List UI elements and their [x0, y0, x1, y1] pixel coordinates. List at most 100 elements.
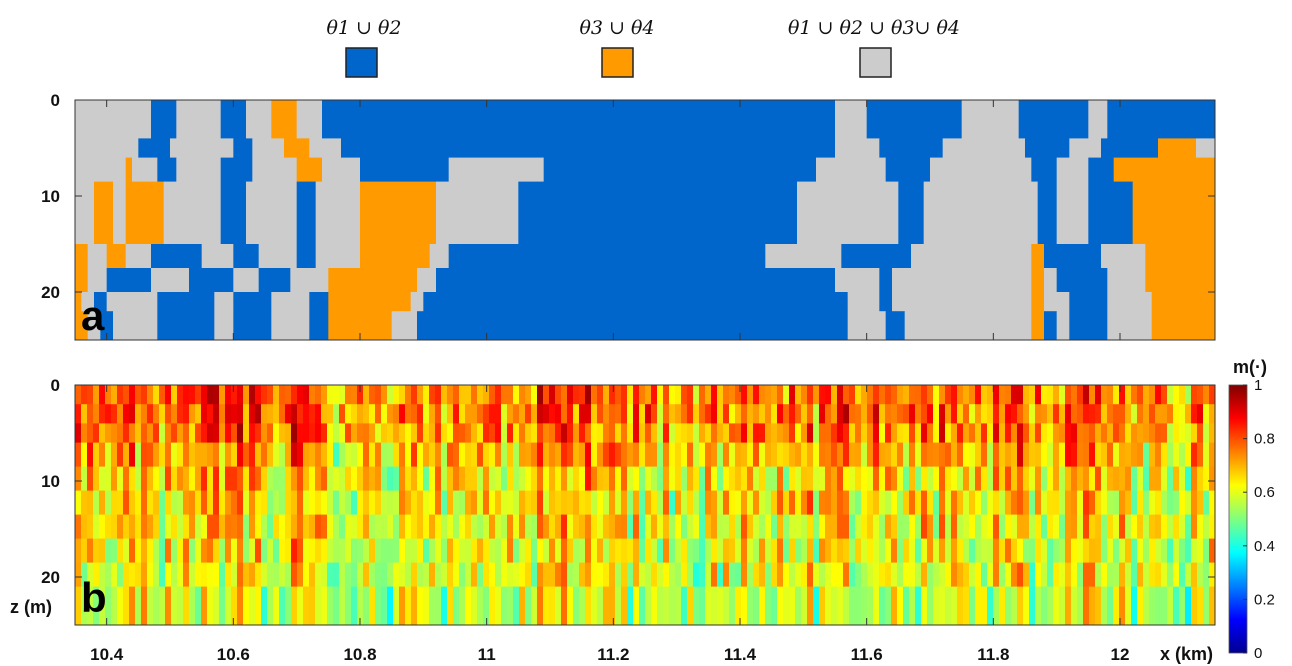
- panel-b-cell: [375, 514, 382, 540]
- panel-b-cell: [297, 514, 304, 540]
- panel-b-cell: [87, 562, 94, 588]
- panel-b-cell: [705, 466, 712, 492]
- panel-b-cell: [645, 586, 652, 626]
- panel-b-cell: [435, 385, 442, 405]
- panel-b-cell: [237, 514, 244, 540]
- panel-b-cell: [921, 538, 928, 564]
- panel-b-cell: [267, 466, 274, 492]
- panel-b-cell: [927, 514, 934, 540]
- panel-b-cell: [459, 466, 466, 492]
- panel-b-cell: [201, 490, 208, 516]
- panel-b-cell: [555, 423, 562, 444]
- panel-b-cell: [831, 514, 838, 540]
- panel-b-cell: [357, 404, 364, 424]
- panel-b-cell: [201, 466, 208, 492]
- panel-b-cell: [1209, 466, 1216, 492]
- panel-b-cell: [525, 404, 532, 424]
- panel-b-cell: [951, 404, 958, 424]
- panel-b-cell: [999, 490, 1006, 516]
- panel-b-cell: [711, 385, 718, 405]
- panel-b-cell: [1143, 538, 1150, 564]
- panel-b-cell: [609, 385, 616, 405]
- panel-b-cell: [135, 385, 142, 405]
- panel-b-cell: [417, 404, 424, 424]
- panel-b-cell: [681, 514, 688, 540]
- panel-b-cell: [189, 586, 196, 626]
- panel-b-cell: [1203, 442, 1210, 468]
- panel-b-cell: [909, 586, 916, 626]
- panel-b-cell: [813, 466, 820, 492]
- panel-b-cell: [447, 586, 454, 626]
- panel-b-cell: [1053, 538, 1060, 564]
- panel-b-cell: [621, 538, 628, 564]
- panel-b-cell: [1035, 562, 1042, 588]
- panel-b-cell: [873, 490, 880, 516]
- panel-b-cell: [273, 385, 280, 405]
- panel-a-cell: [87, 268, 108, 293]
- panel-b-cell: [327, 385, 334, 405]
- panel-b-cell: [93, 385, 100, 405]
- panel-b-cell: [897, 586, 904, 626]
- panel-b-cell: [183, 404, 190, 424]
- panel-b-cell: [699, 514, 706, 540]
- panel-b-cell: [549, 423, 556, 444]
- panel-a-cell: [1145, 244, 1216, 269]
- panel-a-cell: [328, 292, 412, 312]
- panel-b-cell: [105, 442, 112, 468]
- panel-b-cell: [387, 586, 394, 626]
- panel-b-cell: [897, 385, 904, 405]
- panel-b-cell: [411, 385, 418, 405]
- x-tick-label: 11.8: [977, 645, 1009, 664]
- panel-b-cell: [579, 538, 586, 564]
- panel-b-cell: [819, 514, 826, 540]
- panel-b-cell: [615, 423, 622, 444]
- panel-b-cell: [1071, 562, 1078, 588]
- panel-b-cell: [867, 404, 874, 424]
- panel-b-cell: [819, 562, 826, 588]
- panel-b-cell: [735, 466, 742, 492]
- panel-a-cell: [75, 181, 95, 245]
- panel-b-cell: [369, 490, 376, 516]
- panel-b-cell: [465, 538, 472, 564]
- panel-b-cell: [315, 538, 322, 564]
- panel-b-cell: [429, 514, 436, 540]
- panel-b-cell: [621, 514, 628, 540]
- panel-b-cell: [819, 442, 826, 468]
- panel-b-cell: [843, 423, 850, 444]
- panel-b-cell: [759, 385, 766, 405]
- panel-b-cell: [1101, 404, 1108, 424]
- panel-b-cell: [825, 514, 832, 540]
- panel-b-cell: [567, 490, 574, 516]
- panel-b-cell: [1059, 385, 1066, 405]
- panel-b-cell: [303, 404, 310, 424]
- panel-b-cell: [903, 538, 910, 564]
- panel-b-cell: [789, 514, 796, 540]
- panel-b-cell: [855, 466, 862, 492]
- panel-b-cell: [1131, 562, 1138, 588]
- panel-b-cell: [393, 466, 400, 492]
- panel-b-cell: [219, 514, 226, 540]
- panel-b-cell: [381, 514, 388, 540]
- panel-b-cell: [1059, 466, 1066, 492]
- panel-b-cell: [135, 562, 142, 588]
- panel-b-cell: [105, 385, 112, 405]
- panel-b-cell: [183, 423, 190, 444]
- panel-b-cell: [339, 385, 346, 405]
- panel-b-cell: [1023, 404, 1030, 424]
- panel-b-cell: [225, 490, 232, 516]
- panel-b-cell: [933, 466, 940, 492]
- panel-b-cell: [213, 466, 220, 492]
- panel-b-cell: [519, 586, 526, 626]
- panel-b-cell: [1179, 538, 1186, 564]
- panel-b-cell: [891, 385, 898, 405]
- panel-b-cell: [1041, 442, 1048, 468]
- panel-b-cell: [1131, 423, 1138, 444]
- panel-a-cell: [885, 157, 931, 182]
- panel-b-cell: [951, 538, 958, 564]
- panel-b-cell: [1023, 442, 1030, 468]
- panel-a-cell: [271, 292, 310, 312]
- panel-b-cell: [1107, 442, 1114, 468]
- panel-b-cell: [99, 442, 106, 468]
- panel-b-cell: [1035, 442, 1042, 468]
- panel-b-cell: [1173, 514, 1180, 540]
